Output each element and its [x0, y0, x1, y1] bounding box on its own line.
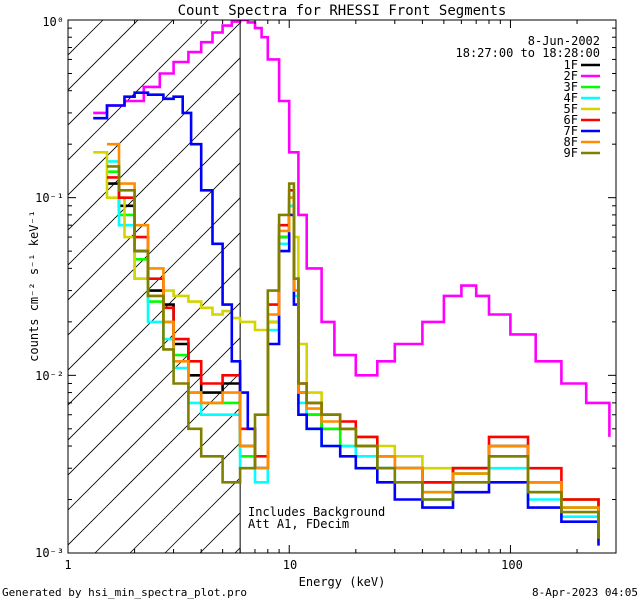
hatch-line — [68, 337, 241, 511]
hatch-line — [68, 20, 139, 91]
legend-label-9f: 9F — [564, 146, 578, 160]
hatch-line — [68, 232, 241, 406]
series-1f — [107, 182, 600, 522]
y-tick-label: 10⁻¹ — [35, 191, 64, 205]
series-2f — [93, 20, 611, 437]
legend-date: 8-Jun-2002 — [528, 34, 600, 48]
footer-timestamp: 8-Apr-2023 04:05 — [532, 586, 638, 599]
hatch-line — [68, 372, 241, 546]
legend-label-7f: 7F — [564, 124, 578, 138]
legend-label-1f: 1F — [564, 58, 578, 72]
hatch-line — [68, 197, 241, 371]
annotation-attenuator: Att A1, FDecim — [248, 517, 349, 531]
spectra-series-layer — [93, 20, 611, 546]
hatch-line — [68, 22, 241, 196]
hatch-line — [68, 162, 241, 336]
hatch-line — [68, 92, 241, 266]
annotation-background: Includes Background — [248, 505, 385, 519]
hatch-line — [68, 302, 241, 476]
hatch-line — [234, 547, 241, 553]
x-tick-label: 1 — [64, 558, 71, 572]
chart-title: Count Spectra for RHESSI Front Segments — [178, 3, 507, 19]
y-axis-label: counts cm⁻² s⁻¹ keV⁻¹ — [27, 210, 41, 362]
hatch-line — [68, 20, 104, 56]
series-6f — [107, 176, 600, 522]
y-tick-label: 10⁰ — [42, 15, 64, 29]
axis-ticks — [67, 19, 617, 554]
footer-generated-by: Generated by hsi_min_spectra_plot.pro — [2, 586, 247, 599]
y-tick-label: 10⁻³ — [35, 546, 64, 560]
x-tick-label: 100 — [501, 558, 523, 572]
hatch-line — [68, 127, 241, 301]
x-tick-label: 10 — [283, 558, 297, 572]
x-axis-label: Energy (keV) — [299, 575, 386, 589]
y-tick-label: 10⁻² — [35, 369, 64, 383]
series-3f — [107, 170, 600, 533]
series-7f — [93, 91, 600, 546]
hatch-line — [68, 57, 241, 231]
hatch-line — [68, 20, 174, 126]
legend-label-8f: 8F — [564, 135, 578, 149]
legend-label-5f: 5F — [564, 102, 578, 116]
attenuator-hatch-region — [68, 20, 241, 553]
hatch-line — [94, 407, 241, 553]
hatch-line — [68, 267, 241, 441]
hatch-line — [68, 20, 209, 161]
legend-label-4f: 4F — [564, 91, 578, 105]
legend-label-2f: 2F — [564, 69, 578, 83]
hatch-line — [129, 442, 241, 553]
plot-frame — [67, 19, 617, 554]
series-9f — [107, 165, 600, 539]
legend-label-3f: 3F — [564, 80, 578, 94]
legend-label-6f: 6F — [564, 113, 578, 127]
legend-time: 18:27:00 to 18:28:00 — [456, 46, 601, 60]
